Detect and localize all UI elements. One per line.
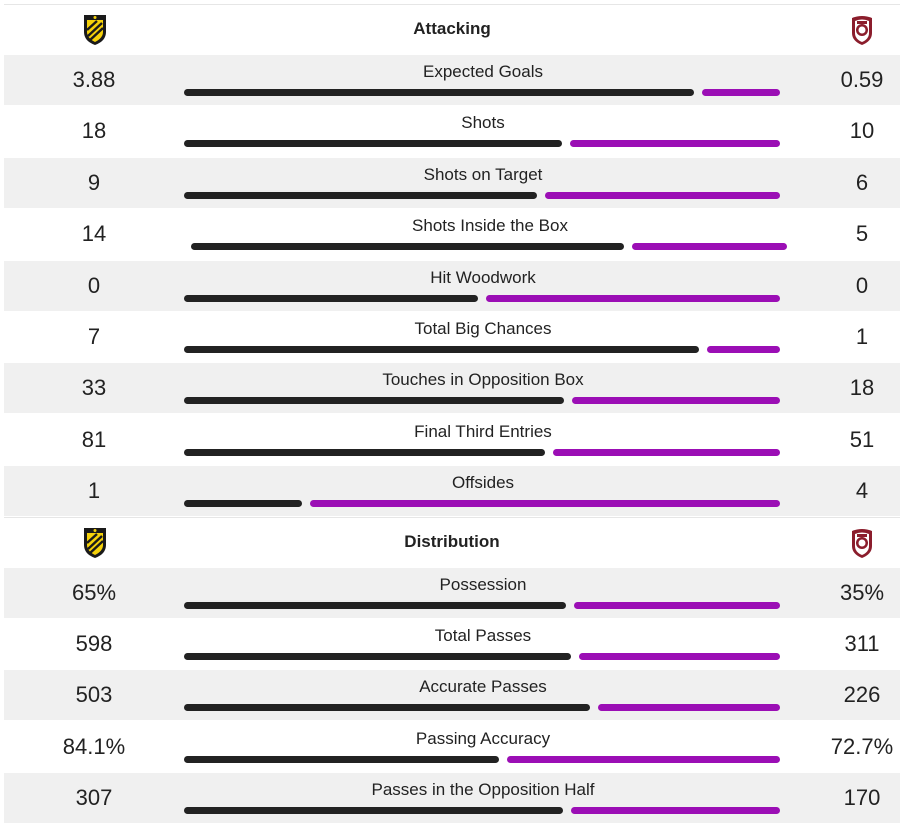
home-bar — [184, 397, 564, 405]
stat-row: 598 Total Passes 311 — [4, 618, 900, 669]
away-value: 4 — [855, 478, 869, 504]
away-bar — [310, 500, 780, 508]
stat-row: 307 Passes in the Opposition Half 170 — [4, 772, 900, 823]
home-bar — [184, 500, 302, 508]
away-bar — [702, 89, 780, 96]
stat-row: 9 Shots on Target 6 — [4, 156, 900, 208]
stat-row: 14 Shots Inside the Box 5 — [4, 208, 900, 260]
home-value: 7 — [87, 324, 101, 349]
stat-label: Shots on Target — [423, 164, 543, 184]
away-bar — [553, 448, 780, 456]
away-value: 1 — [855, 324, 869, 349]
home-value: 1 — [87, 478, 101, 504]
stat-row: 33 Touches in Opposition Box 18 — [4, 362, 900, 414]
stat-label: Accurate Passes — [419, 677, 547, 697]
home-value: 9 — [87, 169, 101, 195]
home-bar — [184, 89, 694, 96]
home-value: 65% — [71, 579, 117, 605]
section-title: Attacking — [413, 19, 491, 38]
stat-label: Expected Goals — [422, 62, 543, 81]
away-value: 0.59 — [840, 67, 884, 92]
away-bar — [574, 601, 780, 609]
home-value: 81 — [81, 426, 107, 452]
bk-hacken-crest-icon — [81, 527, 109, 559]
away-value: 72.7% — [830, 733, 894, 759]
stat-row: 7 Total Big Chances 1 — [4, 311, 900, 362]
cfr-cluj-crest-icon — [848, 527, 876, 559]
away-bar — [545, 191, 780, 199]
home-bar — [184, 653, 571, 660]
stat-label: Touches in Opposition Box — [382, 370, 584, 390]
stat-row: 84.1% Passing Accuracy 72.7% — [4, 720, 900, 772]
home-value: 0 — [87, 272, 101, 298]
bk-hacken-crest-icon — [81, 14, 109, 46]
home-bar — [184, 807, 563, 815]
away-bar — [579, 653, 780, 660]
home-value: 84.1% — [62, 733, 126, 759]
away-value: 170 — [843, 785, 881, 811]
home-value: 307 — [75, 785, 113, 811]
away-value: 10 — [849, 118, 875, 144]
away-bar — [486, 294, 780, 302]
home-bar — [184, 448, 545, 456]
stat-label: Shots Inside the Box — [412, 216, 568, 236]
home-bar — [184, 140, 562, 148]
home-value: 18 — [81, 118, 107, 144]
away-bar — [572, 397, 780, 405]
home-bar — [184, 191, 537, 199]
stat-label: Hit Woodwork — [430, 267, 536, 287]
stat-label: Possession — [439, 574, 527, 594]
away-value: 311 — [844, 631, 880, 656]
away-value: 6 — [855, 169, 869, 195]
away-value: 5 — [855, 221, 869, 247]
home-bar — [184, 294, 478, 302]
home-value: 598 — [75, 631, 113, 656]
stat-row: 1 Offsides 4 — [4, 465, 900, 517]
home-bar — [184, 704, 590, 712]
home-bar — [191, 243, 624, 251]
stat-row: 18 Shots 10 — [4, 105, 900, 157]
away-bar — [707, 346, 780, 353]
stat-row: 3.88 Expected Goals 0.59 — [4, 54, 900, 105]
stat-row: 503 Accurate Passes 226 — [4, 669, 900, 721]
stat-label: Passing Accuracy — [415, 728, 551, 748]
stat-row: 81 Final Third Entries 51 — [4, 413, 900, 465]
home-value: 3.88 — [72, 67, 116, 92]
section-header-attacking: Attacking — [4, 4, 900, 54]
away-bar — [632, 243, 787, 251]
stat-label: Final Third Entries — [414, 421, 552, 441]
stat-label: Total Big Chances — [414, 319, 552, 338]
away-value: 35% — [839, 579, 885, 605]
away-value: 18 — [849, 375, 875, 401]
away-value: 226 — [843, 682, 881, 708]
stat-label: Total Passes — [434, 626, 532, 645]
home-value: 14 — [81, 221, 107, 247]
cfr-cluj-crest-icon — [848, 14, 876, 46]
home-bar — [184, 601, 566, 609]
stat-row: 65% Possession 35% — [4, 566, 900, 618]
home-bar — [184, 755, 499, 763]
stat-label: Shots — [461, 113, 505, 133]
home-value: 503 — [75, 682, 113, 708]
section-header-distribution: Distribution — [4, 516, 900, 567]
stat-label: Offsides — [451, 473, 515, 493]
away-bar — [507, 755, 780, 763]
home-value: 33 — [81, 375, 107, 401]
stat-row: 0 Hit Woodwork 0 — [4, 259, 900, 311]
home-bar — [184, 346, 699, 353]
away-value: 0 — [855, 272, 869, 298]
section-title: Distribution — [404, 531, 500, 551]
stat-label: Passes in the Opposition Half — [371, 780, 595, 800]
away-value: 51 — [849, 426, 875, 452]
away-bar — [570, 140, 780, 148]
away-bar — [571, 807, 780, 815]
away-bar — [598, 704, 780, 712]
